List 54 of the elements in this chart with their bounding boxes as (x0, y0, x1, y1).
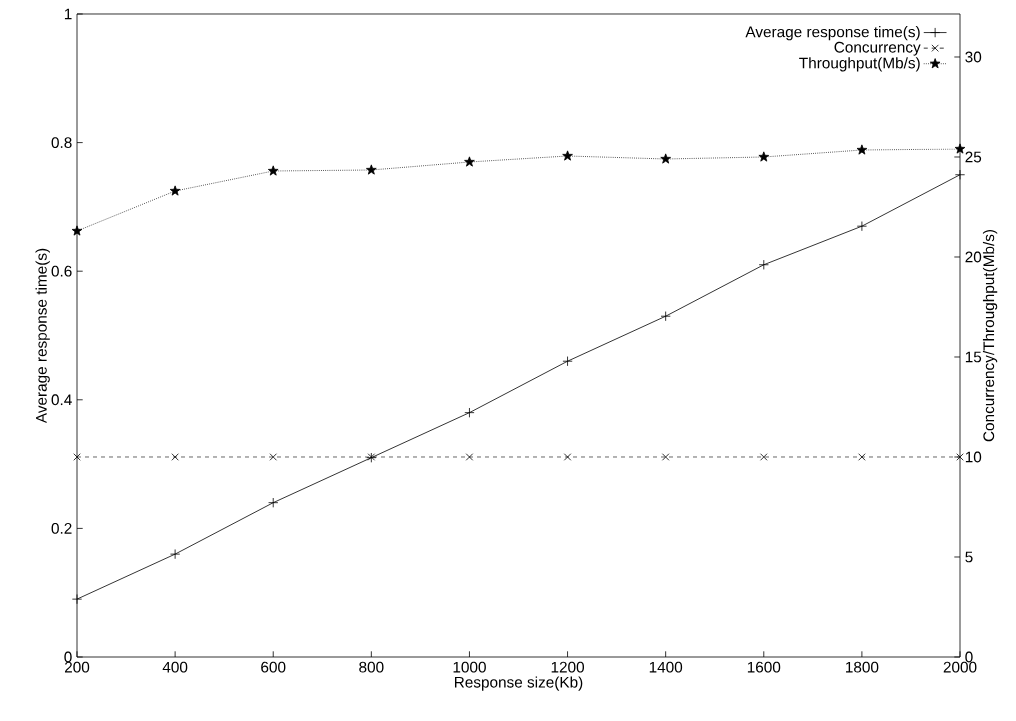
y-tick-label: 0.2 (51, 522, 72, 534)
point (71, 594, 83, 605)
y-tick-label: 0.8 (51, 137, 72, 149)
x-tick-label: 200 (64, 661, 90, 673)
point (366, 164, 377, 175)
y2-tick-label: 20 (965, 251, 982, 263)
point (758, 259, 769, 270)
y-tick-label: 1 (64, 8, 72, 20)
point (171, 453, 179, 461)
point (856, 144, 868, 155)
point (856, 221, 867, 232)
point (760, 453, 768, 461)
y2-tick-label: 5 (965, 551, 973, 563)
legend-label: Concurrency (834, 41, 921, 56)
point (169, 185, 181, 196)
x-tick-label: 2000 (943, 661, 977, 673)
point (268, 497, 279, 508)
y2-tick-label: 0 (965, 651, 973, 663)
y-tick-label: 0.4 (51, 394, 72, 406)
x-axis-title: Response size(Kb) (454, 676, 583, 691)
y2-tick-label: 25 (965, 151, 982, 163)
y-tick-label: 0.6 (51, 265, 72, 277)
point (858, 453, 866, 461)
point (660, 311, 671, 322)
x-tick-label: 800 (359, 661, 384, 673)
point (954, 143, 966, 154)
point (563, 453, 572, 461)
y2-tick-label: 30 (965, 51, 982, 63)
point (269, 453, 277, 461)
legend-label: Average response time(s) (745, 26, 920, 41)
point (464, 407, 475, 418)
point (758, 151, 770, 162)
y-tick-label: 0 (64, 651, 72, 663)
point (464, 156, 475, 167)
point (465, 453, 474, 461)
x-tick-label: 400 (162, 661, 188, 673)
legend-label: Throughput(Mb/s) (799, 57, 920, 72)
y2-tick-label: 15 (965, 351, 982, 363)
x-tick-label: 1200 (551, 661, 585, 673)
point (562, 356, 573, 367)
x-tick-label: 600 (261, 661, 286, 673)
point (267, 165, 279, 176)
x-tick-label: 1400 (649, 661, 683, 673)
point (661, 453, 670, 461)
y2-tick-label: 10 (965, 451, 982, 463)
point (660, 153, 671, 164)
point (170, 549, 181, 560)
x-tick-label: 1800 (846, 661, 879, 673)
point (562, 150, 573, 161)
point (71, 225, 83, 236)
x-tick-label: 1600 (747, 661, 781, 673)
x-tick-label: 1000 (453, 661, 486, 673)
y2-axis-title: Concurrency/Throughput(Mb/s) (982, 229, 998, 442)
y-axis-title: Average response time(s) (35, 248, 50, 424)
